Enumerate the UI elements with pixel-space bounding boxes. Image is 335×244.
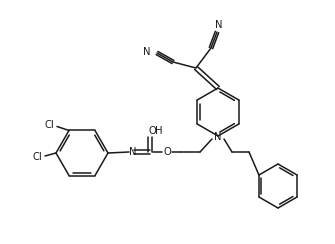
Text: N: N	[215, 20, 223, 30]
Text: Cl: Cl	[32, 152, 42, 162]
Text: O: O	[148, 126, 156, 136]
Text: N: N	[129, 147, 137, 157]
Text: N: N	[143, 47, 151, 57]
Text: N: N	[214, 132, 222, 142]
Text: O: O	[163, 147, 171, 157]
Text: Cl: Cl	[44, 121, 54, 131]
Text: H: H	[155, 126, 163, 136]
